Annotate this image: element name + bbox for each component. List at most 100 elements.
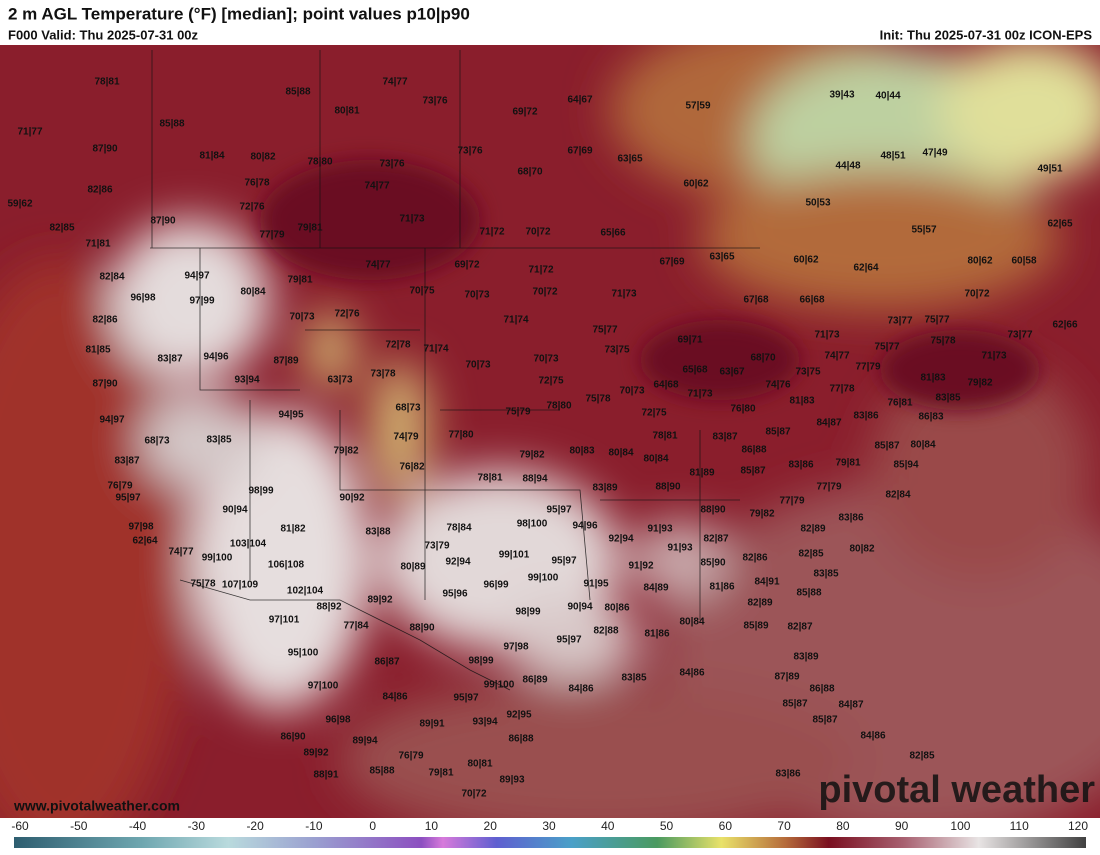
point-value: 80|84 — [643, 454, 668, 465]
point-value: 80|84 — [679, 617, 704, 628]
point-value: 102|104 — [287, 586, 324, 597]
colorbar-tick-label: 30 — [542, 819, 556, 833]
point-value: 78|81 — [477, 473, 502, 484]
point-value: 85|88 — [159, 119, 184, 130]
point-value: 91|92 — [628, 561, 653, 572]
watermark: pivotal weather — [818, 769, 1095, 811]
point-value: 83|87 — [157, 354, 182, 365]
point-value: 84|89 — [643, 583, 668, 594]
point-value: 97|99 — [189, 296, 214, 307]
point-value: 87|89 — [774, 672, 799, 683]
point-value: 76|81 — [887, 398, 912, 409]
point-value: 63|73 — [327, 375, 352, 386]
point-value: 80|83 — [569, 446, 594, 457]
colorbar-tick-label: 60 — [719, 819, 733, 833]
point-value: 83|85 — [813, 569, 838, 580]
point-value: 107|109 — [222, 580, 259, 591]
point-value: 82|86 — [742, 553, 767, 564]
point-value: 85|87 — [740, 466, 765, 477]
point-value: 88|94 — [522, 474, 547, 485]
point-value: 67|69 — [567, 146, 592, 157]
point-value: 95|97 — [546, 505, 571, 516]
point-value: 71|73 — [399, 214, 424, 225]
point-value: 84|86 — [568, 684, 593, 695]
point-value: 83|85 — [621, 673, 646, 684]
title: 2 m AGL Temperature (°F) [median]; point… — [8, 4, 470, 23]
point-value: 49|51 — [1037, 164, 1062, 175]
point-value: 88|91 — [313, 770, 338, 781]
colorbar-tick-label: 110 — [1010, 819, 1029, 833]
point-value: 84|86 — [679, 668, 704, 679]
point-value: 90|92 — [339, 493, 364, 504]
site-url: www.pivotalweather.com — [13, 798, 180, 814]
point-value: 83|89 — [793, 652, 818, 663]
point-value: 99|101 — [499, 550, 530, 561]
point-value: 98|99 — [515, 607, 540, 618]
point-value: 48|51 — [880, 151, 905, 162]
point-value: 99|100 — [484, 680, 515, 691]
point-value: 76|80 — [730, 404, 755, 415]
point-value: 89|94 — [352, 736, 377, 747]
point-value: 59|62 — [7, 199, 32, 210]
point-value: 91|93 — [647, 524, 672, 535]
colorbar-tick-label: 0 — [369, 819, 376, 833]
point-value: 93|94 — [234, 375, 259, 386]
point-value: 92|94 — [445, 557, 470, 568]
point-value: 85|87 — [874, 441, 899, 452]
point-value: 85|87 — [782, 699, 807, 710]
point-value: 81|83 — [920, 373, 945, 384]
point-value: 85|90 — [700, 558, 725, 569]
colorbar-tick-label: -60 — [11, 819, 29, 833]
point-value: 44|48 — [835, 161, 860, 172]
point-value: 84|91 — [754, 577, 779, 588]
point-value: 92|94 — [608, 534, 633, 545]
point-value: 78|81 — [652, 431, 677, 442]
point-value: 70|72 — [461, 789, 486, 800]
point-value: 80|62 — [967, 256, 992, 267]
point-value: 98|99 — [248, 486, 273, 497]
point-value: 71|81 — [85, 239, 110, 250]
point-value: 82|84 — [885, 490, 910, 501]
point-value: 84|86 — [860, 731, 885, 742]
point-value: 90|94 — [567, 602, 592, 613]
point-value: 92|95 — [506, 710, 531, 721]
point-value: 69|72 — [512, 107, 537, 118]
point-value: 79|82 — [967, 378, 992, 389]
point-value: 65|68 — [682, 365, 707, 376]
point-value: 77|79 — [259, 230, 284, 241]
point-value: 83|86 — [853, 411, 878, 422]
point-value: 71|73 — [687, 389, 712, 400]
point-value: 73|76 — [457, 146, 482, 157]
point-value: 69|71 — [677, 335, 702, 346]
point-value: 97|101 — [269, 615, 300, 626]
point-value: 89|93 — [499, 775, 524, 786]
point-value: 82|85 — [49, 223, 74, 234]
point-value: 81|89 — [689, 468, 714, 479]
point-value: 82|86 — [87, 185, 112, 196]
point-value: 75|78 — [930, 336, 955, 347]
point-value: 73|79 — [424, 541, 449, 552]
colorbar-tick-label: 10 — [425, 819, 439, 833]
point-value: 82|86 — [92, 315, 117, 326]
point-value: 89|92 — [303, 748, 328, 759]
point-value: 79|82 — [749, 509, 774, 520]
point-value: 86|87 — [374, 657, 399, 668]
point-value: 88|90 — [700, 505, 725, 516]
point-value: 70|73 — [289, 312, 314, 323]
point-value: 83|87 — [114, 456, 139, 467]
point-value: 77|79 — [855, 362, 880, 373]
colorbar-tick-label: -10 — [305, 819, 323, 833]
point-value: 57|59 — [685, 101, 710, 112]
point-value: 86|88 — [508, 734, 533, 745]
point-value: 75|77 — [924, 315, 949, 326]
point-value: 47|49 — [922, 148, 947, 159]
point-value: 76|79 — [107, 481, 132, 492]
point-value: 94|96 — [203, 352, 228, 363]
colorbar-ticks: -60 -50 -40 -30 -20 -10 0 10 20 30 40 50 60 70 80 90 100… — [11, 819, 1088, 833]
point-value: 64|68 — [653, 380, 678, 391]
point-value: 79|82 — [333, 446, 358, 457]
point-value: 70|72 — [525, 227, 550, 238]
point-value: 80|84 — [240, 287, 265, 298]
point-value: 72|75 — [538, 376, 563, 387]
